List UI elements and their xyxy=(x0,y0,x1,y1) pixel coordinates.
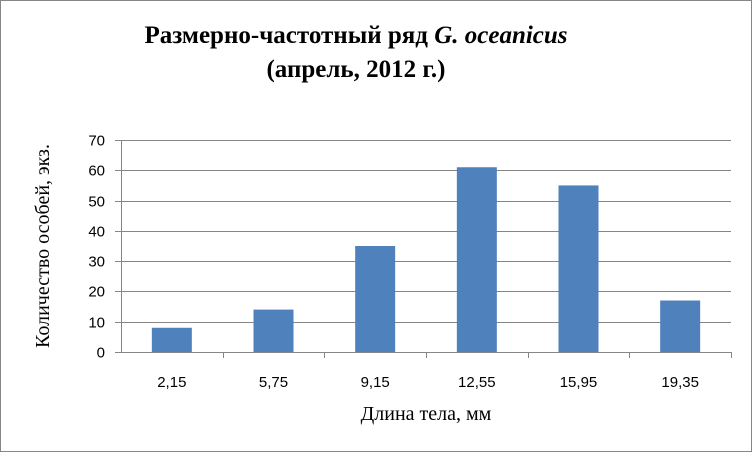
axes xyxy=(115,140,732,358)
bar-5 xyxy=(660,300,701,352)
gridlines xyxy=(121,140,731,323)
chart-title-species: G. oceanicus xyxy=(434,22,568,49)
chart-title: Размерно-частотный ряд G. oceanicus (апр… xyxy=(1,19,711,87)
y-tick-label: 60 xyxy=(88,163,105,180)
y-tick-label: 30 xyxy=(88,254,105,271)
x-tick-label: 5,75 xyxy=(259,374,288,391)
bar-4 xyxy=(558,185,599,352)
y-tick-label: 40 xyxy=(88,224,105,241)
x-tick-label: 19,35 xyxy=(661,374,699,391)
x-tick-label: 9,15 xyxy=(361,374,390,391)
y-tick-label: 20 xyxy=(88,284,105,301)
bar-3 xyxy=(456,167,497,352)
x-tick-label: 12,55 xyxy=(458,374,496,391)
bar-0 xyxy=(151,327,192,352)
bar-2 xyxy=(355,246,396,352)
y-tick-label: 70 xyxy=(88,133,105,150)
x-axis-title: Длина тела, мм xyxy=(361,403,492,425)
bars xyxy=(151,167,701,352)
x-tick-label: 2,15 xyxy=(157,374,186,391)
x-tick-label: 15,95 xyxy=(560,374,598,391)
chart-title-line-2: (апрель, 2012 г.) xyxy=(266,56,446,83)
y-tick-label: 0 xyxy=(97,345,105,362)
y-tick-label: 10 xyxy=(88,315,105,332)
y-axis-title: Количество особей, экз. xyxy=(32,144,54,348)
bar-1 xyxy=(253,309,294,352)
chart-title-prefix: Размерно-частотный ряд xyxy=(144,22,435,49)
y-tick-label: 50 xyxy=(88,194,105,211)
chart-title-line-1: Размерно-частотный ряд G. oceanicus xyxy=(1,19,711,53)
tick-labels: 0 10 20 30 40 50 60 70 2,15 5,75 9,15 12,55 15,95 19,… xyxy=(88,133,699,392)
